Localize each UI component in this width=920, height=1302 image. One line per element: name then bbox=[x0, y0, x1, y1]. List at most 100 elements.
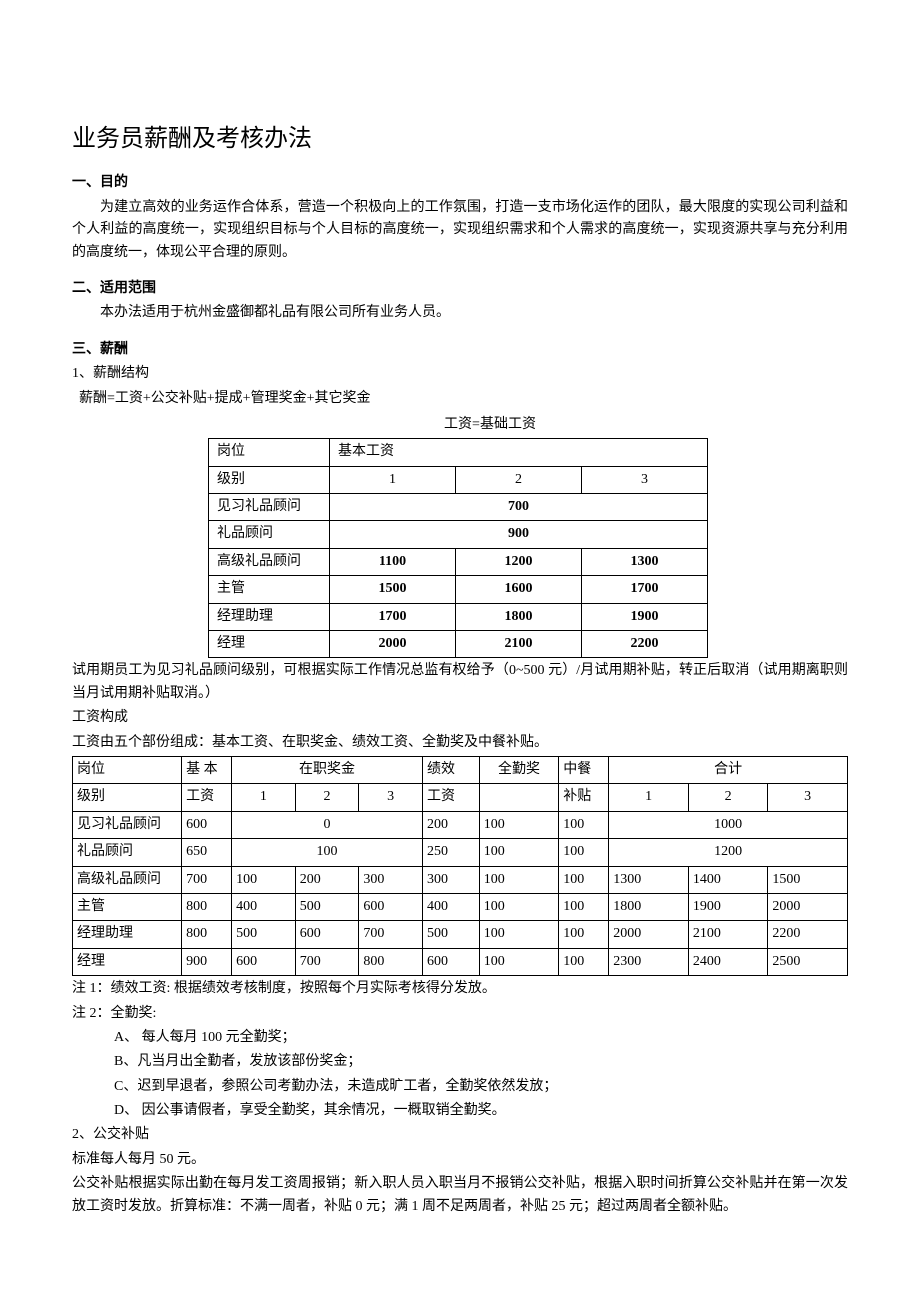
cell: 700 bbox=[182, 866, 232, 893]
cell: 1500 bbox=[768, 866, 848, 893]
cell-pos-0: 见习礼品顾问 bbox=[209, 494, 330, 521]
cell: 300 bbox=[359, 866, 423, 893]
cell: 1900 bbox=[688, 893, 768, 920]
cell-pos-5: 经理 bbox=[209, 631, 330, 658]
section-3-sub2: 2、公交补贴 bbox=[72, 1124, 848, 1146]
cell-val: 1500 bbox=[329, 576, 455, 603]
cell: 800 bbox=[182, 921, 232, 948]
cell: 工资 bbox=[422, 784, 479, 811]
cell: 在职奖金 bbox=[232, 756, 423, 783]
cell: 基 本 bbox=[182, 756, 232, 783]
cell-pos-2: 高级礼品顾问 bbox=[209, 548, 330, 575]
cell: 经理助理 bbox=[73, 921, 182, 948]
compensation-table: 岗位 基 本 在职奖金 绩效 全勤奖 中餐 合计 级别 工资 1 2 3 工资 … bbox=[72, 756, 848, 976]
cell: 600 bbox=[182, 811, 232, 838]
salary-formula: 薪酬=工资+公交补贴+提成+管理奖金+其它奖金 bbox=[72, 388, 848, 410]
cell: 2100 bbox=[688, 921, 768, 948]
cell: 100 bbox=[559, 866, 609, 893]
cell: 补贴 bbox=[559, 784, 609, 811]
table-row: 高级礼品顾问 700 100 200 300 300 100 100 1300 … bbox=[73, 866, 848, 893]
cell: 900 bbox=[182, 948, 232, 975]
cell: 600 bbox=[422, 948, 479, 975]
table-row: 经理 900 600 700 800 600 100 100 2300 2400… bbox=[73, 948, 848, 975]
cell-level-1: 1 bbox=[329, 466, 455, 493]
cell: 100 bbox=[559, 921, 609, 948]
cell: 1800 bbox=[609, 893, 689, 920]
cell: 2000 bbox=[768, 893, 848, 920]
cell: 100 bbox=[559, 839, 609, 866]
cell: 800 bbox=[359, 948, 423, 975]
note-2-d: D、 因公事请假者，享受全勤奖，其余情况，一概取销全勤奖。 bbox=[114, 1100, 848, 1122]
cell: 100 bbox=[559, 893, 609, 920]
table-row: 经理助理 1700 1800 1900 bbox=[209, 603, 708, 630]
cell: 600 bbox=[359, 893, 423, 920]
cell: 100 bbox=[479, 893, 559, 920]
cell: 2300 bbox=[609, 948, 689, 975]
cell: 1200 bbox=[609, 839, 848, 866]
table-row: 见习礼品顾问 600 0 200 100 100 1000 bbox=[73, 811, 848, 838]
cell: 250 bbox=[422, 839, 479, 866]
cell-pos-3: 主管 bbox=[209, 576, 330, 603]
cell: 中餐 bbox=[559, 756, 609, 783]
cell bbox=[479, 784, 559, 811]
cell: 绩效 bbox=[422, 756, 479, 783]
cell-val: 1600 bbox=[455, 576, 581, 603]
cell: 2 bbox=[295, 784, 359, 811]
cell: 1 bbox=[609, 784, 689, 811]
note-2-b: B、凡当月出全勤者，发放该部份奖金； bbox=[114, 1051, 848, 1073]
cell-val: 2000 bbox=[329, 631, 455, 658]
cell: 800 bbox=[182, 893, 232, 920]
cell: 1 bbox=[232, 784, 296, 811]
document-title: 业务员薪酬及考核办法 bbox=[72, 120, 848, 158]
cell-val: 1100 bbox=[329, 548, 455, 575]
cell: 600 bbox=[232, 948, 296, 975]
cell: 100 bbox=[479, 811, 559, 838]
cell: 100 bbox=[559, 811, 609, 838]
cell: 2200 bbox=[768, 921, 848, 948]
cell: 2500 bbox=[768, 948, 848, 975]
table-row: 礼品顾问 900 bbox=[209, 521, 708, 548]
cell-val: 900 bbox=[329, 521, 707, 548]
cell: 500 bbox=[295, 893, 359, 920]
cell: 600 bbox=[295, 921, 359, 948]
cell-val: 1900 bbox=[581, 603, 707, 630]
table-row: 高级礼品顾问 1100 1200 1300 bbox=[209, 548, 708, 575]
table-row: 岗位 基本工资 bbox=[209, 439, 708, 466]
cell: 300 bbox=[422, 866, 479, 893]
section-2-body: 本办法适用于杭州金盛御都礼品有限公司所有业务人员。 bbox=[72, 302, 848, 324]
probation-note: 试用期员工为见习礼品顾问级别，可根据实际工作情况总监有权给予（0~500 元）/… bbox=[72, 660, 848, 705]
cell-basic-salary-header: 基本工资 bbox=[329, 439, 707, 466]
cell: 3 bbox=[359, 784, 423, 811]
cell-val: 1800 bbox=[455, 603, 581, 630]
cell: 500 bbox=[232, 921, 296, 948]
cell-val: 1300 bbox=[581, 548, 707, 575]
table-row: 礼品顾问 650 100 250 100 100 1200 bbox=[73, 839, 848, 866]
cell: 100 bbox=[479, 866, 559, 893]
cell: 100 bbox=[232, 839, 423, 866]
cell-val: 1200 bbox=[455, 548, 581, 575]
salary-basic-table: 岗位 基本工资 级别 1 2 3 见习礼品顾问 700 礼品顾问 900 高级礼… bbox=[208, 438, 708, 658]
table-row: 岗位 基 本 在职奖金 绩效 全勤奖 中餐 合计 bbox=[73, 756, 848, 783]
cell: 级别 bbox=[73, 784, 182, 811]
section-3-sub1: 1、薪酬结构 bbox=[72, 363, 848, 385]
table-row: 见习礼品顾问 700 bbox=[209, 494, 708, 521]
cell: 400 bbox=[422, 893, 479, 920]
cell-val: 700 bbox=[329, 494, 707, 521]
cell: 全勤奖 bbox=[479, 756, 559, 783]
cell: 2400 bbox=[688, 948, 768, 975]
section-1-body: 为建立高效的业务运作合体系，营造一个积极向上的工作氛围，打造一支市场化运作的团队… bbox=[72, 197, 848, 264]
cell: 经理 bbox=[73, 948, 182, 975]
cell: 200 bbox=[422, 811, 479, 838]
cell: 650 bbox=[182, 839, 232, 866]
cell: 100 bbox=[232, 866, 296, 893]
cell: 0 bbox=[232, 811, 423, 838]
cell: 100 bbox=[479, 839, 559, 866]
cell: 100 bbox=[479, 948, 559, 975]
cell: 100 bbox=[479, 921, 559, 948]
cell-val: 1700 bbox=[329, 603, 455, 630]
note-2-list: A、 每人每月 100 元全勤奖； B、凡当月出全勤者，发放该部份奖金； C、迟… bbox=[72, 1027, 848, 1123]
sub2-line2: 公交补贴根据实际出勤在每月发工资周报销；新入职人员入职当月不报销公交补贴，根据入… bbox=[72, 1173, 848, 1218]
cell: 2000 bbox=[609, 921, 689, 948]
cell: 200 bbox=[295, 866, 359, 893]
cell: 1400 bbox=[688, 866, 768, 893]
